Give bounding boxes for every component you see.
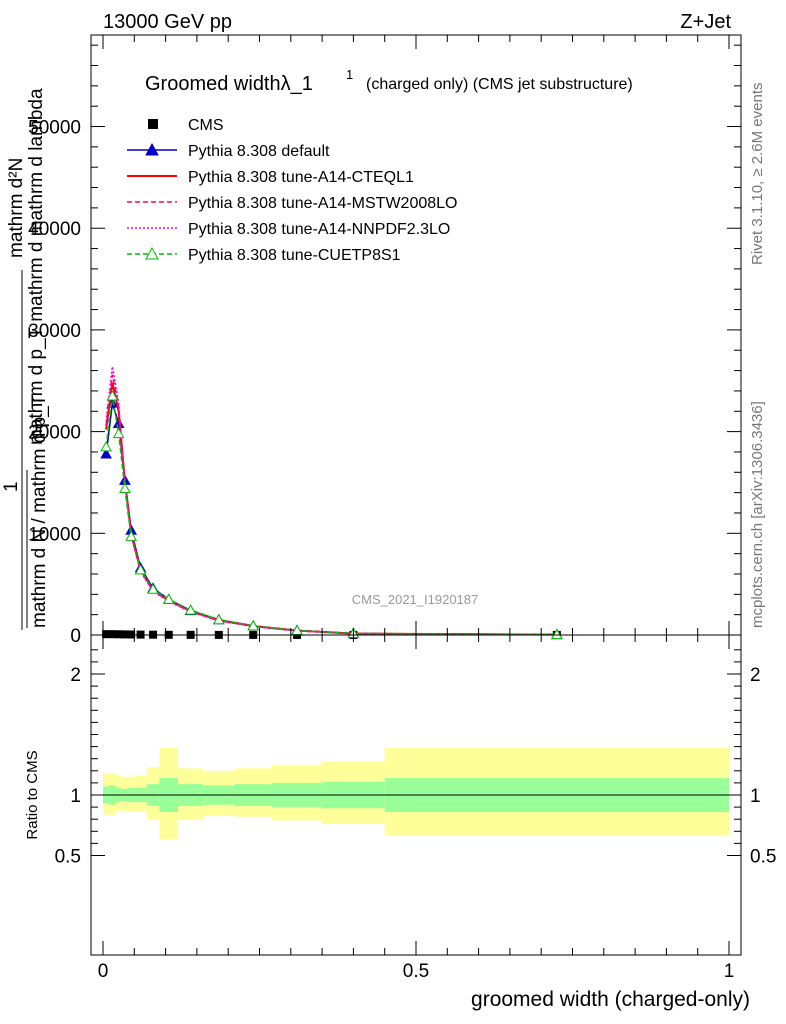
main-y-tick-label: 30000 xyxy=(28,321,81,342)
ylabel-one: 1 xyxy=(1,481,22,492)
series-line-nnpdf xyxy=(105,366,557,636)
ratio-axes: 0.5 0.5 1 1 2 2 0 0.5 1 xyxy=(55,635,776,982)
series-point-cuetp8s1 xyxy=(212,613,225,625)
series-line-default xyxy=(105,402,557,636)
ratio-y-tick-label-right: 2 xyxy=(750,665,761,686)
ylabel-bottom: mathrm d N / mathrm d p_T xyxy=(29,394,50,628)
cms-data-point xyxy=(108,630,117,639)
mcplots-label: mcplots.cern.ch [arXiv:1306.3436] xyxy=(749,401,766,628)
main-series-layer xyxy=(100,366,563,640)
legend-marker-cuetp8s1 xyxy=(145,246,159,260)
series-point-default xyxy=(112,417,125,428)
legend-label: Pythia 8.308 tune-CUETP8S1 xyxy=(188,247,401,264)
main-y-tick-label: 0 xyxy=(70,626,81,647)
main-plot-area: 0 10000 20000 30000 40000 50000 xyxy=(28,34,742,647)
series-point-cuetp8s1 xyxy=(184,604,197,615)
ratio-plot-area: 0.5 0.5 1 1 2 2 0 0.5 1 xyxy=(55,634,776,982)
energy-label: 13000 GeV pp xyxy=(103,11,232,33)
series-line-mstw xyxy=(105,374,557,636)
series-line-cuetp8s1 xyxy=(105,395,557,636)
main-y-tick-label: 10000 xyxy=(28,524,81,545)
title-tail: (charged only) (CMS jet substructure) xyxy=(366,76,633,93)
series-point-cuetp8s1 xyxy=(106,389,119,401)
main-y-label: mathrm d²N mathrm d p_T mathrm d mathrm … xyxy=(1,88,50,630)
series-point-cuetp8s1 xyxy=(551,628,563,640)
series-point-default xyxy=(100,447,112,459)
ratio-y-tick-label-right: 1 xyxy=(750,786,761,807)
main-y-axis: 0 10000 20000 30000 40000 50000 xyxy=(28,35,741,647)
legend-marker-cms xyxy=(148,119,158,129)
x-tick-label: 0.5 xyxy=(403,961,429,982)
legend-label: Pythia 8.308 tune-A14-CTEQL1 xyxy=(188,169,414,186)
series-line-cteql1 xyxy=(105,382,557,636)
legend-label: Pythia 8.308 tune-A14-MSTW2008LO xyxy=(188,195,457,212)
ratio-y-tick-label-right: 0.5 xyxy=(750,847,776,868)
legend-marker-default xyxy=(145,142,159,156)
cms-data-point xyxy=(102,630,111,639)
ratio-bands-layer xyxy=(91,747,741,840)
series-point-cuetp8s1 xyxy=(100,440,112,452)
series-point-cuetp8s1 xyxy=(119,482,131,494)
main-y-tick-label: 20000 xyxy=(28,423,81,444)
title-superscript: 1 xyxy=(346,67,353,82)
main-y-tick-label: 50000 xyxy=(28,118,81,139)
main-y-tick-label: 40000 xyxy=(28,219,81,240)
series-point-cuetp8s1 xyxy=(112,427,125,439)
series-point-cuetp8s1 xyxy=(125,530,138,541)
cms-data-point xyxy=(114,630,123,639)
analysis-watermark: CMS_2021_I1920187 xyxy=(352,592,479,607)
ylabel-top: mathrm d²N xyxy=(6,158,27,258)
series-point-cuetp8s1 xyxy=(162,593,175,604)
legend-label: CMS xyxy=(188,117,224,134)
legend: CMS Pythia 8.308 default Pythia 8.308 tune… xyxy=(127,117,457,264)
series-point-cuetp8s1 xyxy=(147,583,159,594)
cms-data-point xyxy=(120,630,129,639)
ratio-y-tick-label: 0.5 xyxy=(55,847,81,868)
ylabel-mid: mathrm d p_T mathrm d mathrm d lambda xyxy=(26,88,47,445)
plot-title: Groomed widthλ_1 1 (charged only) (CMS j… xyxy=(145,67,633,95)
cms-data-point xyxy=(127,630,136,639)
x-axis-label: groomed width (charged-only) xyxy=(471,988,750,1011)
ratio-y-tick-label: 2 xyxy=(70,665,81,686)
legend-label: Pythia 8.308 default xyxy=(188,143,330,160)
ratio-y-label: Ratio to CMS xyxy=(24,750,41,839)
ratio-y-tick-label: 1 xyxy=(70,786,81,807)
series-point-cuetp8s1 xyxy=(247,619,260,631)
x-tick-label: 0 xyxy=(98,961,109,982)
x-tick-label: 1 xyxy=(724,961,735,982)
rivet-label: Rivet 3.1.10, ≥ 2.6M events xyxy=(749,83,766,266)
title-main: Groomed widthλ_1 xyxy=(145,73,313,95)
process-label: Z+Jet xyxy=(680,11,731,33)
legend-label: Pythia 8.308 tune-A14-NNPDF2.3LO xyxy=(188,221,450,238)
series-point-cuetp8s1 xyxy=(134,563,147,575)
